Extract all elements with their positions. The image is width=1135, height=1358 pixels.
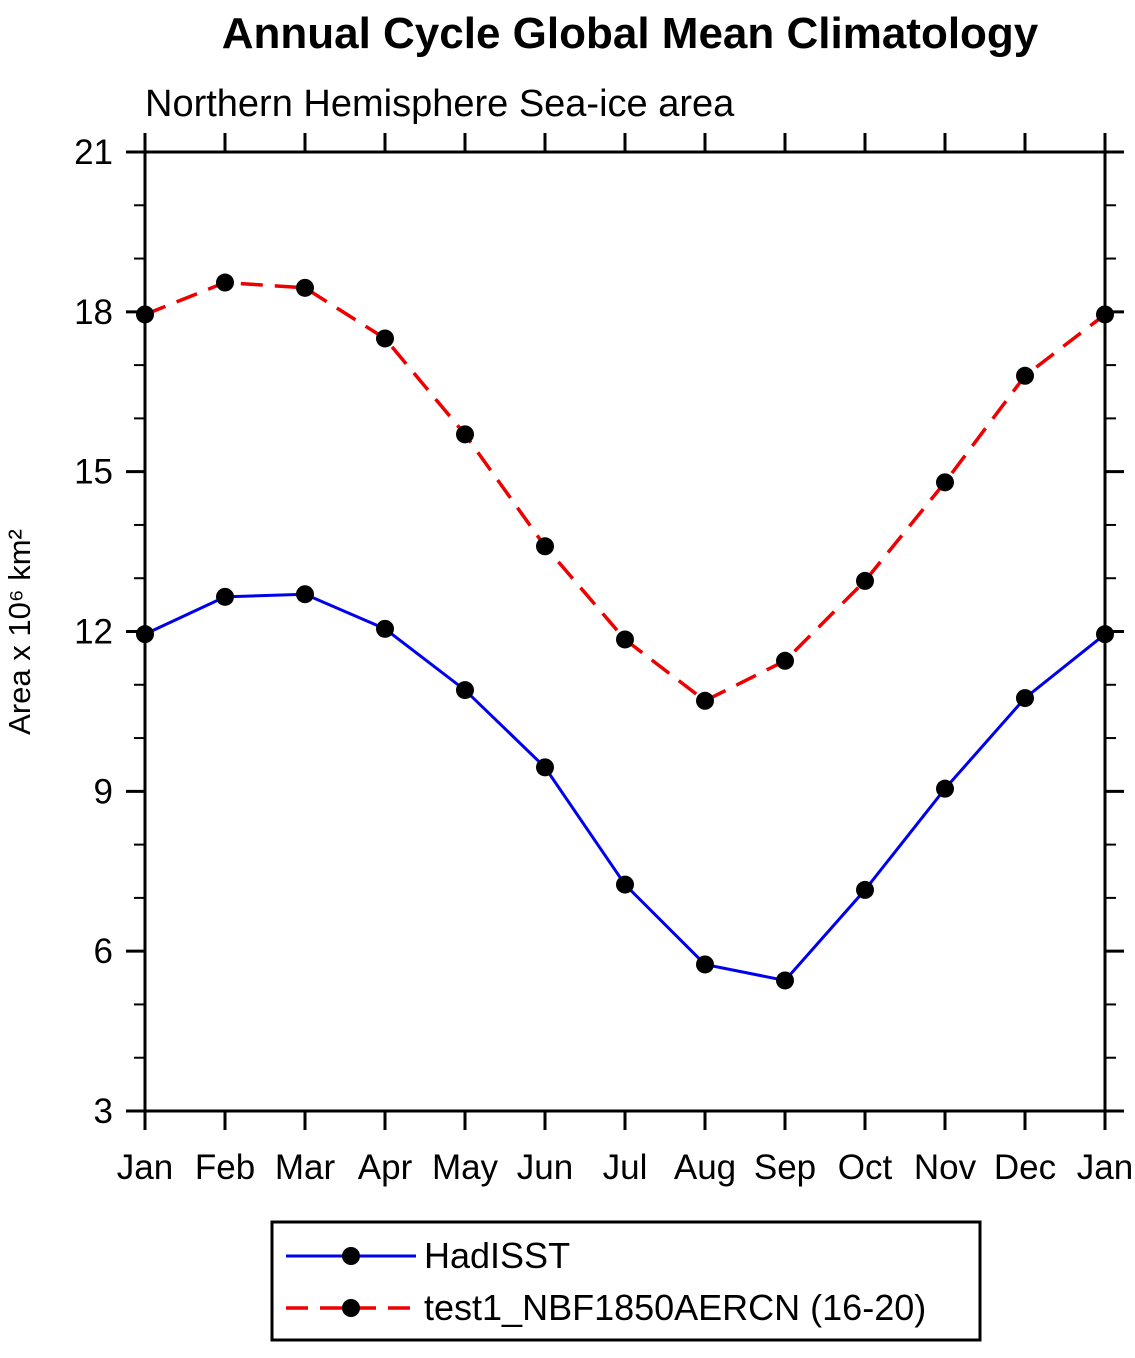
data-point-marker <box>616 875 634 894</box>
data-point-marker <box>216 587 234 606</box>
x-tick-label: Oct <box>838 1148 893 1187</box>
x-tick-label: Sep <box>754 1148 816 1187</box>
data-point-marker <box>1096 305 1114 324</box>
data-point-marker <box>136 305 154 324</box>
legend-marker-icon <box>342 1247 360 1265</box>
data-point-marker <box>136 625 154 644</box>
x-tick-label: Jan <box>117 1148 173 1187</box>
data-point-marker <box>776 971 794 990</box>
data-point-marker <box>1016 689 1034 708</box>
legend-marker-icon <box>342 1299 360 1317</box>
x-tick-label: Jul <box>603 1148 648 1187</box>
data-point-marker <box>216 273 234 292</box>
data-point-marker <box>536 758 554 777</box>
data-point-marker <box>856 571 874 590</box>
data-point-marker <box>936 473 954 492</box>
x-tick-label: May <box>432 1148 499 1187</box>
data-point-marker <box>1016 366 1034 385</box>
x-tick-label: Jan <box>1077 1148 1133 1187</box>
data-point-marker <box>296 278 314 297</box>
x-tick-label: Feb <box>195 1148 255 1187</box>
y-tick-label: 3 <box>94 1092 113 1131</box>
x-tick-label: Jun <box>517 1148 573 1187</box>
chart-title: Annual Cycle Global Mean Climatology <box>222 9 1039 58</box>
legend-label-hadisst: HadISST <box>424 1235 570 1276</box>
series-line-solid <box>144 592 1106 983</box>
chart-subtitle: Northern Hemisphere Sea-ice area <box>145 83 735 125</box>
legend-box <box>270 1220 982 1342</box>
y-tick-label: 21 <box>74 133 113 172</box>
y-axis-label: Area x 10⁶ km² <box>2 529 37 735</box>
data-point-marker <box>696 955 714 974</box>
data-point-marker <box>1096 625 1114 644</box>
data-point-marker <box>456 425 474 444</box>
legend-entry-test1: test1_NBF1850AERCN (16-20) <box>286 1287 926 1328</box>
data-point-marker <box>376 329 394 348</box>
data-point-marker <box>376 619 394 638</box>
data-point-marker <box>776 651 794 670</box>
data-point-marker <box>696 691 714 710</box>
y-tick-label: 12 <box>74 613 113 652</box>
data-point-marker <box>616 630 634 649</box>
legend: HadISST test1_NBF1850AERCN (16-20) <box>270 1220 982 1342</box>
data-point-marker <box>456 681 474 700</box>
y-tick-label: 15 <box>74 453 113 492</box>
x-tick-label: Aug <box>674 1148 736 1187</box>
legend-label-test1: test1_NBF1850AERCN (16-20) <box>424 1287 926 1328</box>
y-tick-label: 6 <box>94 932 113 971</box>
plot-area: 3 6 9 12 15 18 21 Jan Feb Mar Apr May Jun Jul Aug Sep Oc… <box>74 133 1133 1187</box>
legend-entry-hadisst: HadISST <box>286 1235 570 1276</box>
x-tick-label: Nov <box>914 1148 977 1187</box>
data-point-marker <box>936 779 954 798</box>
y-tick-label: 18 <box>74 293 113 332</box>
x-tick-label: Dec <box>994 1148 1056 1187</box>
data-point-marker <box>536 537 554 556</box>
y-tick-label: 9 <box>94 772 113 811</box>
x-tick-label: Mar <box>275 1148 336 1187</box>
data-point-marker <box>296 585 314 604</box>
data-point-marker <box>856 880 874 899</box>
x-tick-label: Apr <box>358 1148 413 1187</box>
